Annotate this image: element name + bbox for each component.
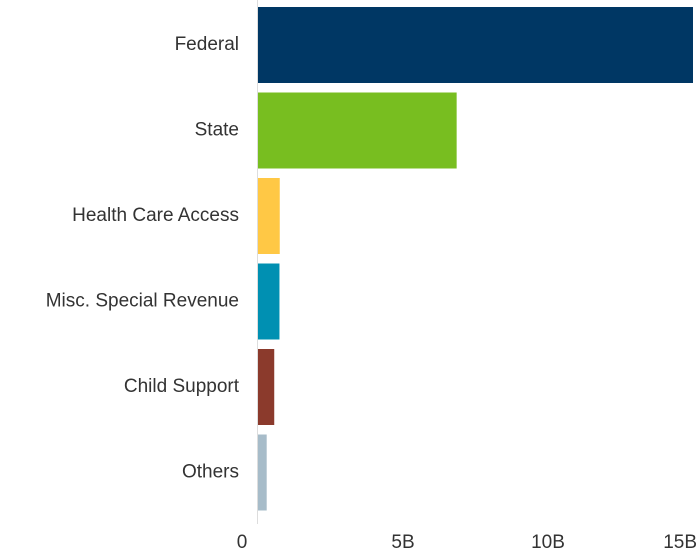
category-label-others: Others [182,462,239,483]
category-label-federal: Federal [175,34,239,55]
bar-others[interactable] [258,434,267,511]
category-label-child-support: Child Support [124,376,240,397]
x-tick-label-2: 10B [531,532,565,552]
x-tick-label-3: 15B [663,532,697,552]
bar-state[interactable] [258,92,457,169]
bar-federal[interactable] [258,7,693,83]
bar-child-support[interactable] [258,349,275,425]
category-label-state: State [195,120,239,141]
bar-misc-special-revenue[interactable] [258,263,280,340]
category-label-misc-special-revenue: Misc. Special Revenue [46,291,239,312]
x-tick-label-0: 0 [237,532,248,552]
x-tick-labels-group: 0 5B 10B 15B [237,532,697,552]
bar-health-care-access[interactable] [258,178,280,254]
category-label-health-care-access: Health Care Access [72,205,239,226]
category-labels-group: Federal State Health Care Access Misc. Spec… [46,34,240,483]
x-tick-label-1: 5B [391,532,414,552]
bars-group [258,7,693,511]
